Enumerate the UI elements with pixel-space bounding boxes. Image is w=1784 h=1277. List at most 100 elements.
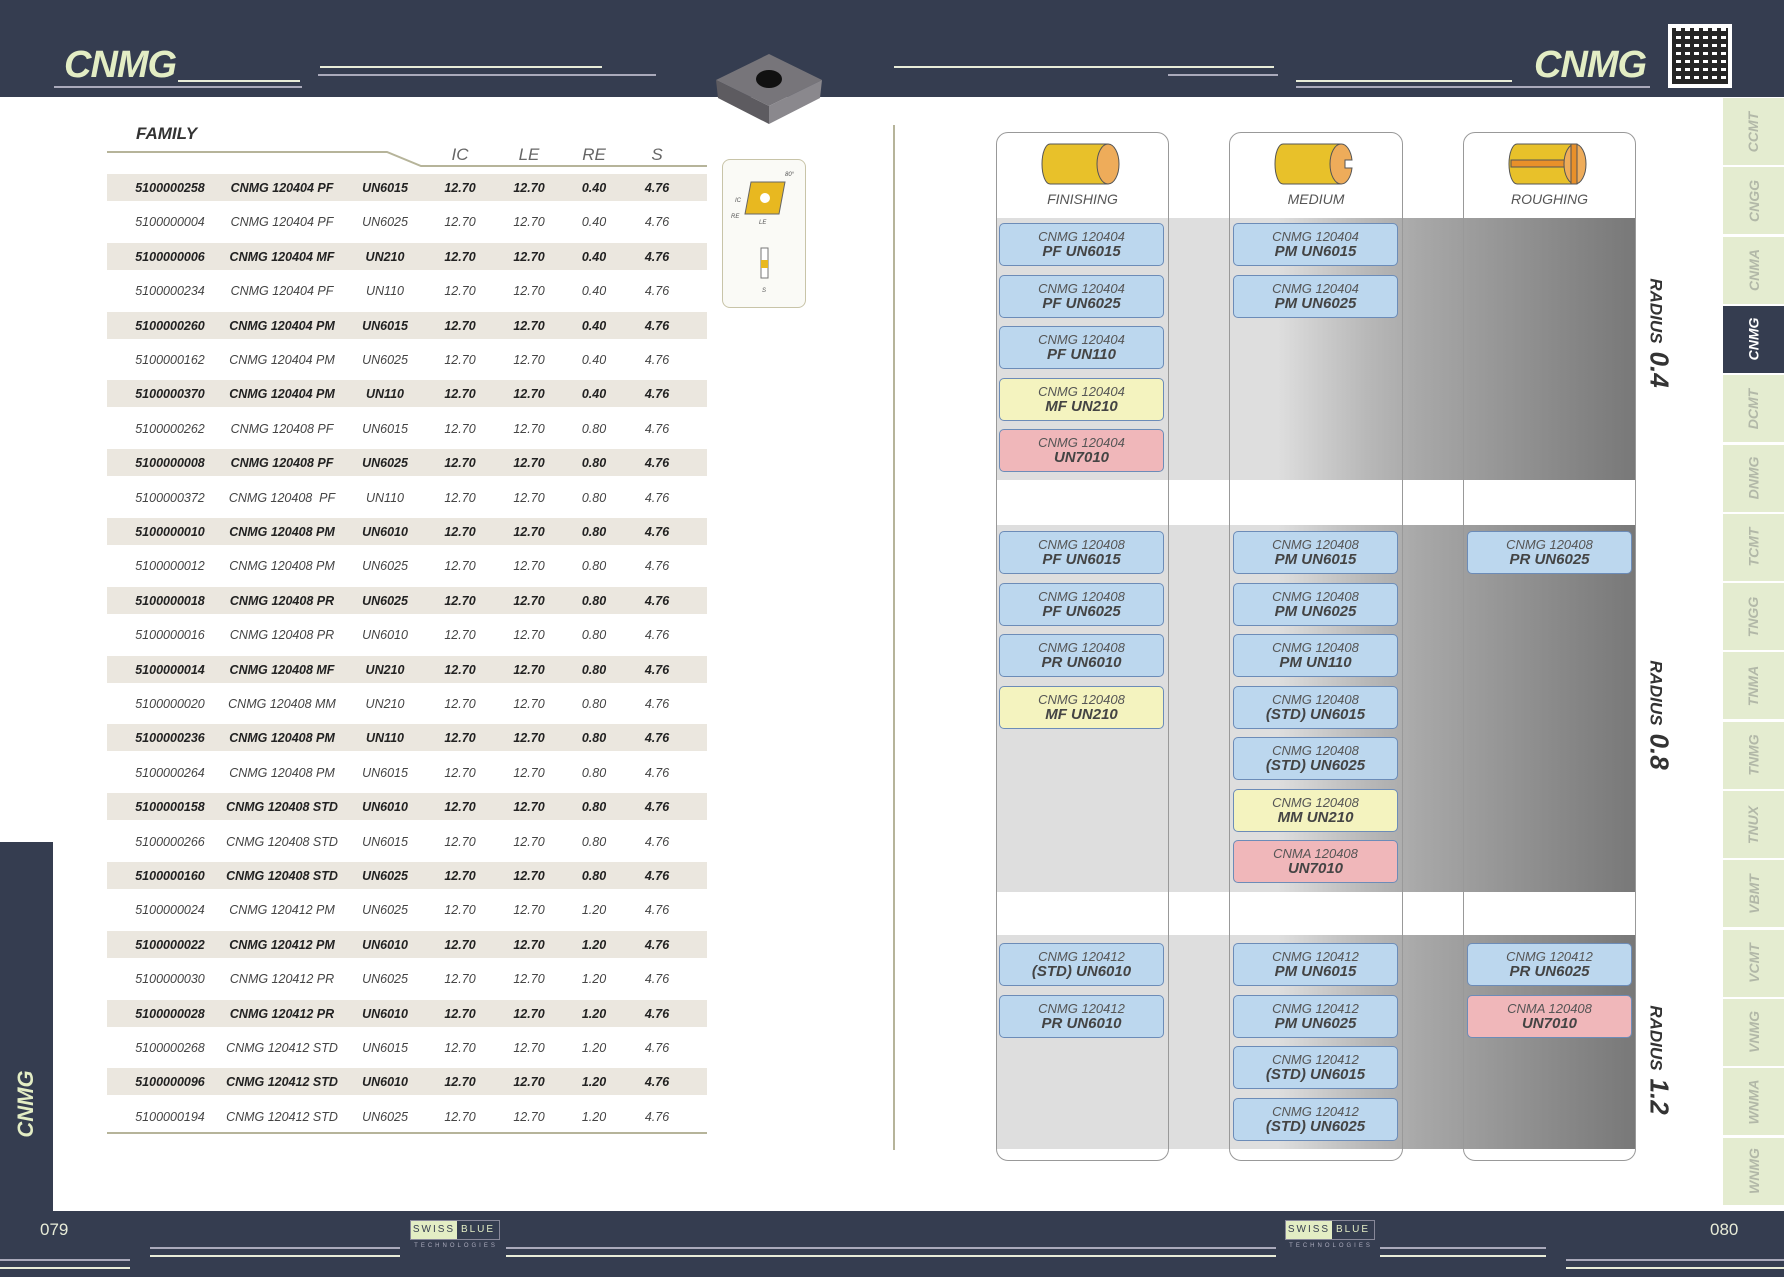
side-tab-dnmg[interactable]: DNMG [1723,444,1784,512]
card-designation: CNMA 120408 [1507,1000,1592,1016]
radius-label-12: RADIUS1.2 [1644,1005,1675,1115]
designation: CNMG 120412 STD [226,1109,338,1124]
grade: UN6015 [362,765,408,780]
table-row: 5100000370 CNMG 120404 PM UN110 12.70 12.70 0… [107,380,707,408]
table-row: 5100000016 CNMG 120408 PR UN6010 12.70 12.70… [107,621,707,648]
designation: CNMG 120408 STD [226,834,338,849]
insert-card[interactable]: CNMG 120404 PM UN6015 [1233,223,1398,266]
insert-card[interactable]: CNMG 120408 MF UN210 [999,685,1164,729]
grade: UN6025 [362,869,408,883]
grade: UN6010 [362,1075,408,1090]
insert-card[interactable]: CNMG 120408 PR UN6025 [1467,531,1632,574]
designation: CNMG 120408 PF [230,456,334,471]
insert-card[interactable]: CNMG 120408 (STD) UN6025 [1233,737,1398,780]
table-row: 5100000096 CNMG 120412 STD UN6010 12.70 12.7… [107,1068,707,1096]
side-tab-wnma[interactable]: WNMA [1723,1068,1784,1136]
le-value: 12.70 [513,353,545,367]
insert-card[interactable]: CNMG 120404 PM UN6025 [1233,274,1398,318]
insert-card[interactable]: CNMG 120412 (STD) UN6010 [999,943,1164,986]
designation: CNMG 120408 STD [226,869,338,883]
insert-card[interactable]: CNMG 120412 PR UN6025 [1467,943,1632,986]
designation: CNMG 120404 PF [230,284,334,299]
insert-card[interactable]: CNMG 120408 PM UN110 [1233,634,1398,677]
side-tab-dcmt[interactable]: DCMT [1723,375,1784,443]
designation: CNMG 120408 PF [230,421,334,436]
ic-value: 12.70 [444,456,476,471]
side-tab-tcmt[interactable]: TCMT [1723,513,1784,581]
table-row: 5100000236 CNMG 120408 PM UN110 12.70 12.70 0… [107,724,707,752]
card-designation: CNMG 120412 [1272,1000,1359,1016]
side-tab-ccmt[interactable]: CCMT [1723,98,1784,165]
designation: CNMG 120412 STD [226,1041,338,1055]
re-value: 0.40 [581,318,607,333]
re-value: 0.40 [581,387,607,402]
insert-card[interactable]: CNMG 120408 MM UN210 [1233,788,1398,832]
s-value: 4.76 [644,181,670,195]
insert-card[interactable]: CNMG 120412 PR UN6010 [999,994,1164,1038]
card-grade: (STD) UN6015 [1265,1066,1366,1083]
side-tab-label: TNMA [1745,665,1762,707]
medium-header: MEDIUM [1229,132,1403,218]
order-code: 5100000022 [135,937,205,952]
grade: UN110 [366,490,404,505]
re-value: 0.80 [581,593,607,608]
table-row: 5100000022 CNMG 120412 PM UN6010 12.70 12.70… [107,930,707,958]
column-header-le: LE [518,145,540,164]
insert-card[interactable]: CNMG 120408 PR UN6010 [999,634,1164,677]
insert-card[interactable]: CNMG 120408 PM UN6025 [1233,582,1398,626]
side-tab-cngg[interactable]: CNGG [1723,167,1784,235]
footer-line [1380,1247,1546,1249]
insert-card[interactable]: CNMG 120412 (STD) UN6025 [1233,1097,1398,1141]
grade: UN6025 [362,903,408,918]
card-designation: CNMG 120408 [1272,691,1359,707]
insert-card[interactable]: CNMG 120404 MF UN210 [999,377,1164,421]
insert-card[interactable]: CNMG 120408 PF UN6015 [999,531,1164,574]
ic-value: 12.70 [444,697,476,711]
insert-card[interactable]: CNMG 120412 PM UN6025 [1233,994,1398,1038]
grade: UN6010 [362,525,408,539]
side-tab-cnma[interactable]: CNMA [1723,236,1784,304]
side-tab-tnux[interactable]: TNUX [1723,791,1784,858]
re-value: 1.20 [581,1006,607,1021]
side-tab-tngg[interactable]: TNGG [1723,583,1784,651]
s-value: 4.76 [644,937,670,952]
insert-card[interactable]: CNMG 120404 PF UN110 [999,326,1164,369]
order-code: 5100000260 [135,318,205,333]
insert-card[interactable]: CNMG 120412 PM UN6015 [1233,943,1398,986]
radius-label-04: RADIUS0.4 [1644,278,1675,388]
side-tab-vnmg[interactable]: VNMG [1723,998,1784,1066]
footer-line [506,1247,1276,1249]
insert-card[interactable]: CNMG 120408 (STD) UN6015 [1233,685,1398,729]
card-designation: CNMA 120408 [1273,846,1358,861]
designation: CNMG 120408 PF [228,490,336,505]
insert-card[interactable]: CNMG 120412 (STD) UN6015 [1233,1046,1398,1089]
insert-card[interactable]: CNMG 120408 PF UN6025 [999,582,1164,626]
insert-card[interactable]: CNMG 120404 PF UN6015 [999,223,1164,266]
grade: UN210 [365,249,405,264]
header-line [320,66,602,68]
side-tab-tnma[interactable]: TNMA [1723,652,1784,720]
insert-card[interactable]: CNMA 120408 UN7010 [1467,994,1632,1038]
card-grade: (STD) UN6025 [1265,757,1366,774]
order-code: 5100000370 [135,387,205,402]
side-tab-label: VBMT [1745,873,1762,914]
insert-card[interactable]: CNMG 120408 PM UN6015 [1233,531,1398,574]
side-tab-vbmt[interactable]: VBMT [1723,860,1784,928]
insert-card[interactable]: CNMG 120404 PF UN6025 [999,274,1164,318]
card-grade: UN7010 [1053,449,1110,466]
header-line [318,74,656,76]
table-row: 5100000262 CNMG 120408 PF UN6015 12.70 12.70… [107,415,707,442]
side-tab-wnmg[interactable]: WNMG [1723,1137,1784,1205]
swiss-blue-logo: SWISS BLUE TECHNOLOGIES [410,1220,500,1249]
insert-card[interactable]: CNMA 120408 UN7010 [1233,840,1398,883]
ic-value: 12.70 [444,353,476,367]
order-code: 5100000030 [135,972,205,987]
side-tab-cnmg[interactable]: CNMG [1723,305,1784,373]
card-designation: CNMG 120412 [1272,949,1359,964]
side-tab-tnmg[interactable]: TNMG [1723,721,1784,789]
grade: UN6025 [362,215,408,230]
le-value: 12.70 [513,318,545,333]
side-tab-vcmt[interactable]: VCMT [1723,929,1784,997]
le-value: 12.70 [513,972,545,987]
insert-card[interactable]: CNMG 120404 UN7010 [999,429,1164,472]
